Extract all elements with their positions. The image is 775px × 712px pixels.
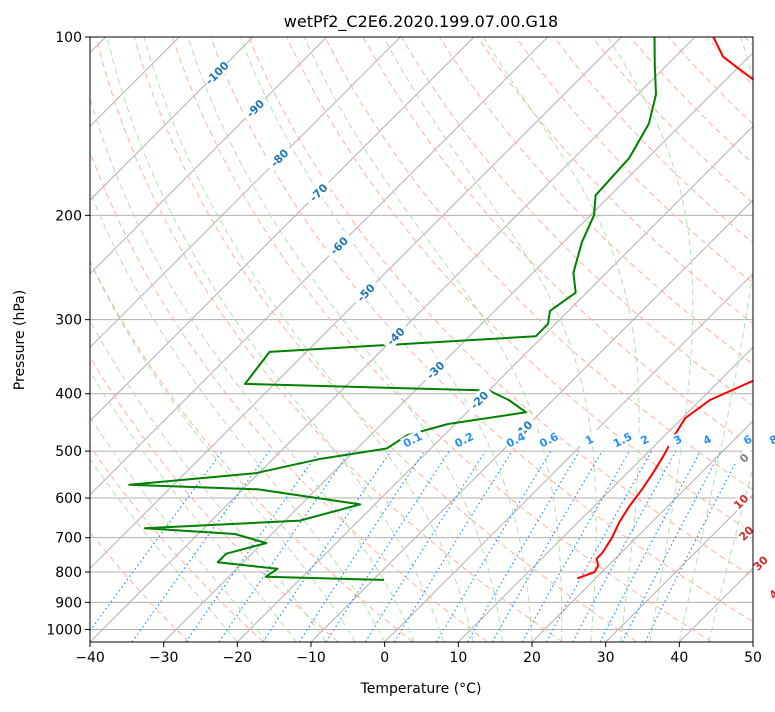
x-tick-label: 30 (597, 650, 615, 666)
x-tick-label: −20 (223, 650, 253, 666)
y-tick-label: 200 (55, 208, 82, 224)
y-tick-label: 400 (55, 387, 82, 403)
y-tick-label: 600 (55, 491, 82, 507)
y-axis-label: Pressure (hPa) (12, 290, 28, 390)
x-tick-label: 10 (449, 650, 467, 666)
y-tick-label: 800 (55, 565, 82, 581)
y-tick-label: 700 (55, 531, 82, 547)
x-tick-label: −10 (296, 650, 326, 666)
y-tick-label: 900 (55, 595, 82, 611)
x-tick-label: 40 (670, 650, 688, 666)
y-tick-label: 500 (55, 444, 82, 460)
chart-title: wetPf2_C2E6.2020.199.07.00.G18 (284, 12, 558, 32)
x-axis-label: Temperature (°C) (360, 681, 482, 697)
x-tick-label: −30 (149, 650, 179, 666)
x-tick-label: 20 (523, 650, 541, 666)
x-tick-label: 0 (380, 650, 389, 666)
x-tick-label: −40 (75, 650, 105, 666)
y-tick-label: 300 (55, 313, 82, 329)
y-tick-label: 100 (55, 30, 82, 46)
x-tick-label: 50 (744, 650, 762, 666)
y-tick-label: 1000 (46, 622, 82, 638)
